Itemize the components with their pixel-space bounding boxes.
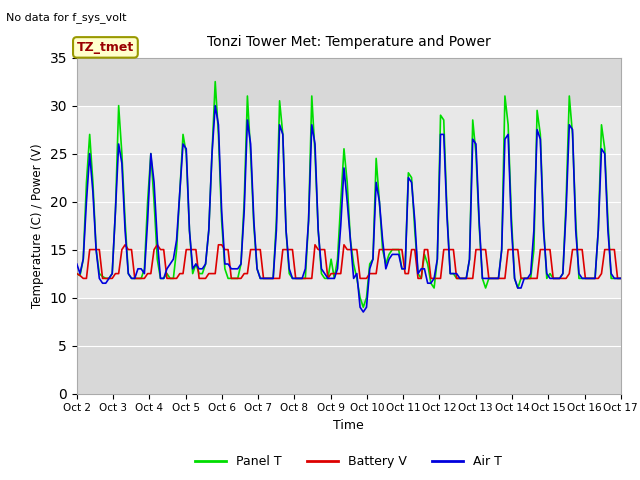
Bar xyxy=(77,106,621,298)
Text: TZ_tmet: TZ_tmet xyxy=(77,41,134,54)
Title: Tonzi Tower Met: Temperature and Power: Tonzi Tower Met: Temperature and Power xyxy=(207,36,491,49)
Bar xyxy=(77,58,621,106)
X-axis label: Time: Time xyxy=(333,419,364,432)
Text: No data for f_sys_volt: No data for f_sys_volt xyxy=(6,12,127,23)
Y-axis label: Temperature (C) / Power (V): Temperature (C) / Power (V) xyxy=(31,144,44,308)
Bar xyxy=(77,298,621,394)
Legend: Panel T, Battery V, Air T: Panel T, Battery V, Air T xyxy=(190,450,508,473)
